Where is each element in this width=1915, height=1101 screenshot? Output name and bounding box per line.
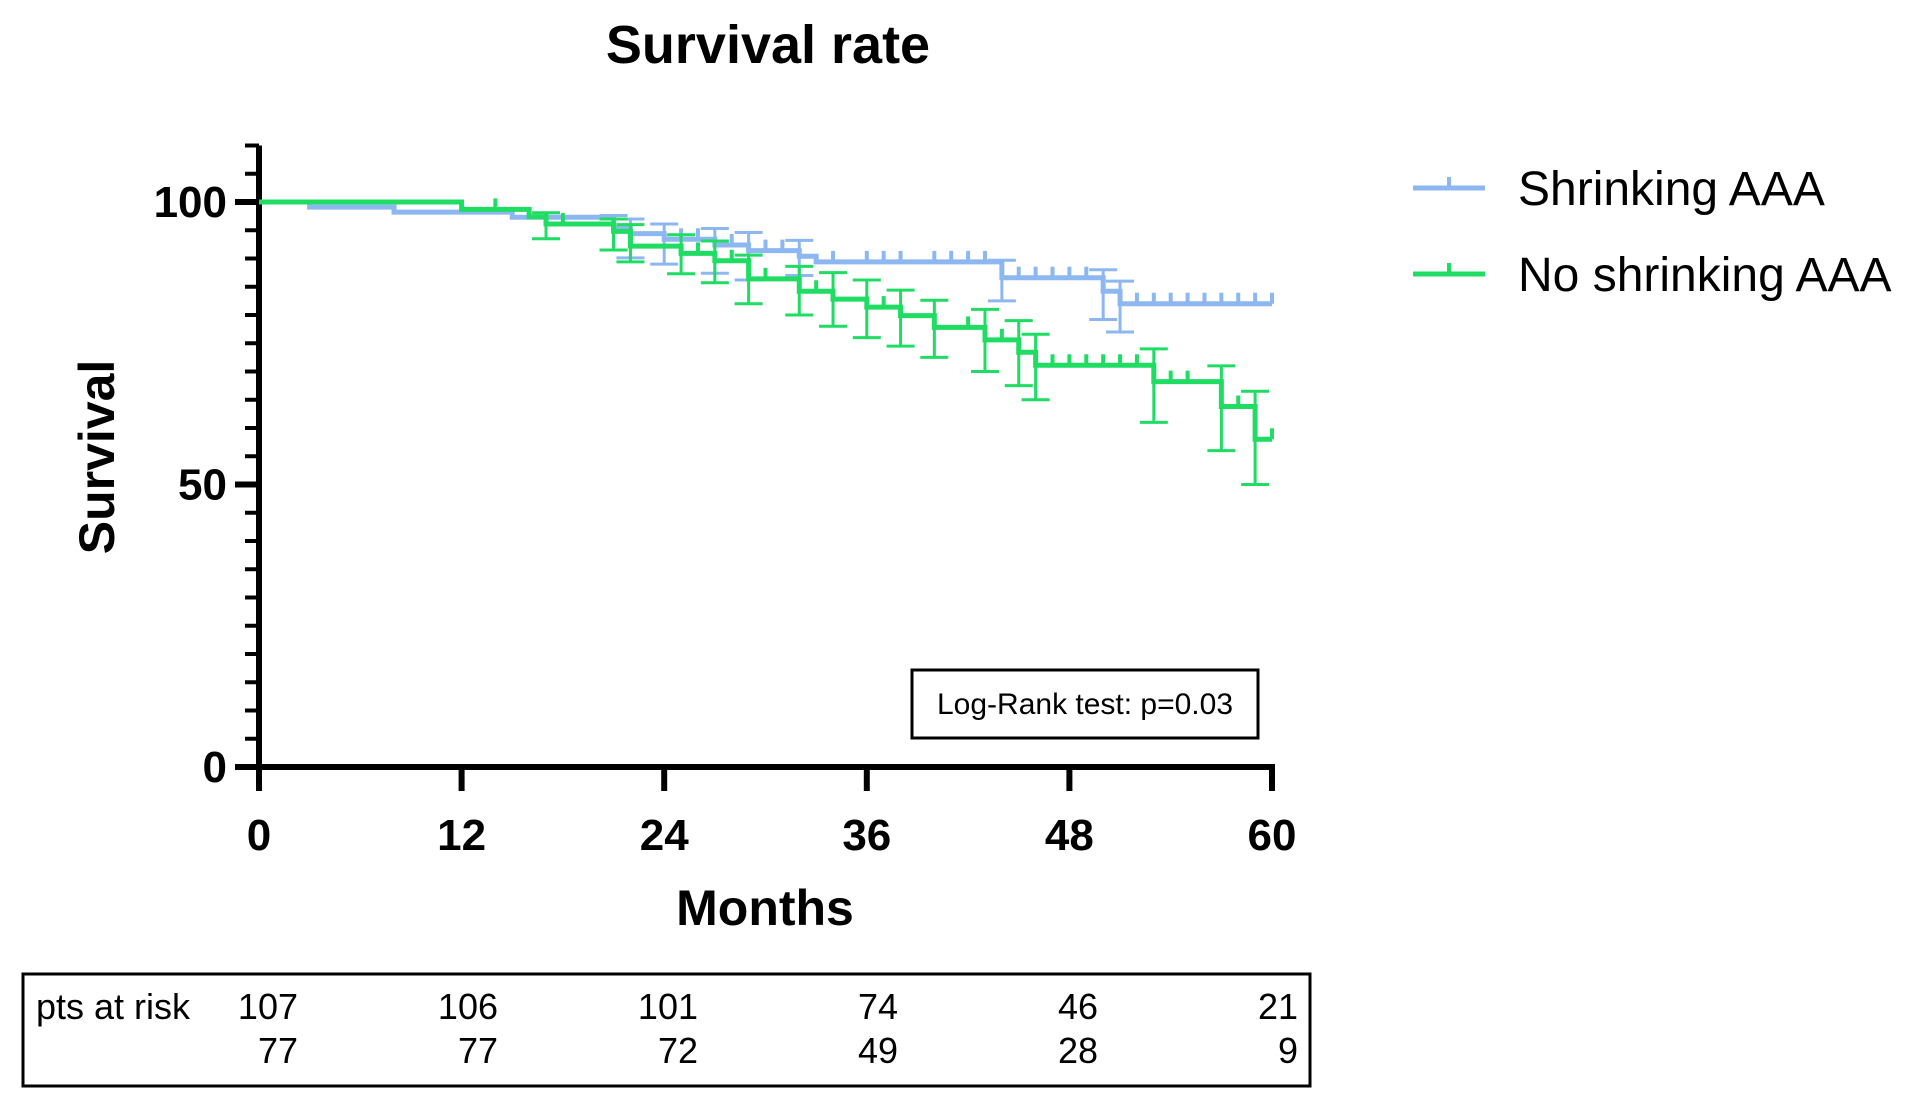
legend-label: No shrinking AAA <box>1518 249 1892 302</box>
risk-cell: 21 <box>1258 986 1298 1027</box>
series-group <box>259 198 1274 486</box>
series-1 <box>259 199 1274 334</box>
annotation-box: Log-Rank test: p=0.03 <box>910 668 1260 740</box>
y-tick-label: 0 <box>203 743 227 792</box>
legend-entry: No shrinking AAA <box>1413 249 1892 302</box>
risk-cell: 106 <box>438 986 498 1027</box>
legend-entry: Shrinking AAA <box>1413 163 1825 216</box>
axes: 0 50 100 0 12 24 36 48 60 <box>154 143 1297 860</box>
risk-cell: 49 <box>858 1030 898 1071</box>
risk-cell: 101 <box>638 986 698 1027</box>
risk-cell: 107 <box>238 986 298 1027</box>
risk-table-label: pts at risk <box>36 986 191 1027</box>
risk-cell: 9 <box>1278 1030 1298 1071</box>
annotation-frame <box>910 668 1260 740</box>
x-tick-label: 0 <box>247 811 271 860</box>
x-tick-label: 60 <box>1248 811 1297 860</box>
x-tick-label: 48 <box>1045 811 1094 860</box>
y-tick-label: 100 <box>154 178 227 227</box>
chart-title: Survival rate <box>606 15 930 75</box>
survival-step-line <box>259 199 1272 442</box>
risk-cell: 28 <box>1058 1030 1098 1071</box>
y-axis-label: Survival <box>69 360 125 555</box>
risk-cell: 46 <box>1058 986 1098 1027</box>
annotation-text: Log-Rank test: p=0.03 <box>937 688 1233 721</box>
risk-cell: 77 <box>258 1030 298 1071</box>
x-tick-label: 24 <box>640 811 689 860</box>
risk-cell: 77 <box>458 1030 498 1071</box>
legend: Shrinking AAA No shrinking AAA <box>1413 163 1892 302</box>
risk-table-frame <box>21 972 1312 1088</box>
series-2 <box>259 198 1274 486</box>
risk-table: pts at risk 107 106 101 74 46 21 77 77 72 49 28 9 <box>21 972 1312 1088</box>
x-axis-label: Months <box>676 880 854 936</box>
y-tick-label: 50 <box>178 461 227 510</box>
x-tick-label: 12 <box>437 811 486 860</box>
risk-cell: 74 <box>858 986 898 1027</box>
risk-cell: 72 <box>658 1030 698 1071</box>
x-tick-label: 36 <box>842 811 891 860</box>
legend-label: Shrinking AAA <box>1518 163 1825 216</box>
